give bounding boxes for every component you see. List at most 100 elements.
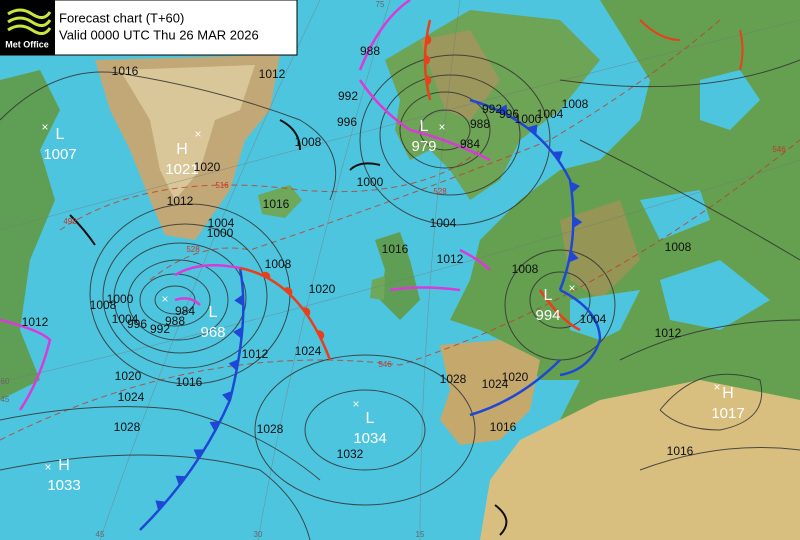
- isobar-label: 1028: [114, 420, 141, 434]
- grid-label: 30: [254, 530, 263, 539]
- center-marker: ×: [44, 460, 51, 474]
- center-type: L: [56, 126, 65, 143]
- isobar-label: 996: [127, 317, 147, 331]
- warm-front-symbol: [425, 75, 432, 86]
- center-marker: ×: [41, 120, 48, 134]
- isobar-label: 988: [165, 314, 185, 328]
- isobar-label: 1028: [257, 422, 284, 436]
- isobar-label: 1012: [259, 67, 286, 81]
- logo-mark: [7, 8, 52, 35]
- center-marker: ×: [194, 127, 201, 141]
- isobar-label: 1012: [655, 326, 682, 340]
- thickness-label: 546: [378, 360, 392, 369]
- isobar-label: 1016: [176, 375, 203, 389]
- center-marker: ×: [352, 397, 359, 411]
- isobar-label: 1008: [665, 240, 692, 254]
- center-type: L: [366, 410, 375, 427]
- center-type: L: [544, 287, 553, 304]
- isobar-label: 984: [460, 137, 480, 151]
- front-symbols: [155, 34, 583, 511]
- cold-front-symbol: [155, 500, 167, 511]
- center-pressure: 1017: [711, 405, 744, 422]
- isobar-label: 988: [470, 117, 490, 131]
- grid-label: 60: [1, 377, 10, 386]
- isobar-label: 996: [499, 107, 519, 121]
- center-type: L: [209, 304, 218, 321]
- warm-front-symbol: [302, 307, 311, 317]
- isobar-label: 1008: [295, 135, 322, 149]
- center-type: H: [722, 385, 734, 402]
- isobar-label: 984: [175, 304, 195, 318]
- grid-label: 75: [376, 0, 385, 9]
- isobar-label: 1004: [580, 312, 607, 326]
- cold-front-symbol: [570, 181, 581, 194]
- isobar-label: 1008: [512, 262, 539, 276]
- isobar-label: 1028: [440, 372, 467, 386]
- center-marker: ×: [568, 281, 575, 295]
- isobar-label: 1004: [430, 216, 457, 230]
- center-pressure: 994: [535, 307, 560, 324]
- cold-front-symbol: [552, 151, 563, 162]
- isobar-label: 1004: [537, 107, 564, 121]
- isobar-label: 1016: [263, 197, 290, 211]
- isobar-label: 1016: [382, 242, 409, 256]
- isobar-label: 1012: [242, 347, 269, 361]
- cold-front-symbol: [568, 250, 579, 263]
- cold-front-symbol: [228, 359, 239, 371]
- isobars: [0, 54, 800, 540]
- cold-front-symbol: [573, 215, 583, 228]
- logo-text: Met Office: [5, 39, 49, 49]
- isobar-label: 1024: [118, 390, 145, 404]
- isobar-label: 1000: [207, 226, 234, 240]
- isobar-label: 1004: [112, 312, 139, 326]
- center-pressure: 1034: [353, 430, 386, 447]
- isobar-label: 1000: [107, 292, 134, 306]
- isobar-label: 1020: [309, 282, 336, 296]
- center-pressure: 1007: [43, 146, 76, 163]
- center-type: H: [58, 457, 70, 474]
- thickness-lines: [0, 19, 800, 441]
- warm-front-symbol: [283, 287, 293, 296]
- isobar-label: 1008: [265, 257, 292, 271]
- thickness-label: 528: [186, 245, 200, 254]
- isobar-label: 996: [337, 115, 357, 129]
- cold-front-symbol: [175, 475, 187, 486]
- isobar-label: 1012: [437, 252, 464, 266]
- grid-label: 45: [1, 395, 10, 404]
- center-pressure: 1021: [165, 161, 198, 178]
- valid-time: Valid 0000 UTC Thu 26 MAR 2026: [59, 27, 259, 42]
- isobar-label: 1016: [112, 64, 139, 78]
- warm-front-symbol: [260, 271, 271, 280]
- isobar-label: 1024: [295, 344, 322, 358]
- isobar-label: 988: [360, 44, 380, 58]
- isobar-label: 1020: [502, 370, 529, 384]
- isobar-label: 1004: [208, 216, 235, 230]
- cold-front-symbol: [234, 294, 244, 307]
- center-marker: ×: [438, 120, 445, 134]
- isobar-label: 1032: [337, 447, 364, 461]
- warm-front-symbol: [425, 34, 432, 45]
- isobar-label: 1012: [22, 315, 49, 329]
- thickness-label: 546: [772, 145, 786, 154]
- warm-front-symbol: [424, 55, 430, 65]
- thickness-label: 492: [63, 217, 77, 226]
- isobar-label: 992: [482, 102, 502, 116]
- header: Met Office Forecast chart (T+60) Valid 0…: [0, 0, 298, 56]
- thickness-label: 516: [215, 181, 229, 190]
- grid-label: 45: [96, 530, 105, 539]
- cold-front-symbol: [497, 104, 508, 116]
- center-pressure: 979: [411, 138, 436, 155]
- isobar-label: 1000: [515, 112, 542, 126]
- isobar-label: 1016: [490, 420, 517, 434]
- cold-front-symbol: [222, 390, 233, 403]
- isobar-label: 1020: [194, 160, 221, 174]
- isobar-label: 1008: [90, 298, 117, 312]
- cold-front-symbol: [209, 420, 221, 432]
- isobar-label: 992: [150, 322, 170, 336]
- center-marker: ×: [161, 292, 168, 306]
- grid-label: 15: [416, 530, 425, 539]
- center-type: H: [176, 141, 188, 158]
